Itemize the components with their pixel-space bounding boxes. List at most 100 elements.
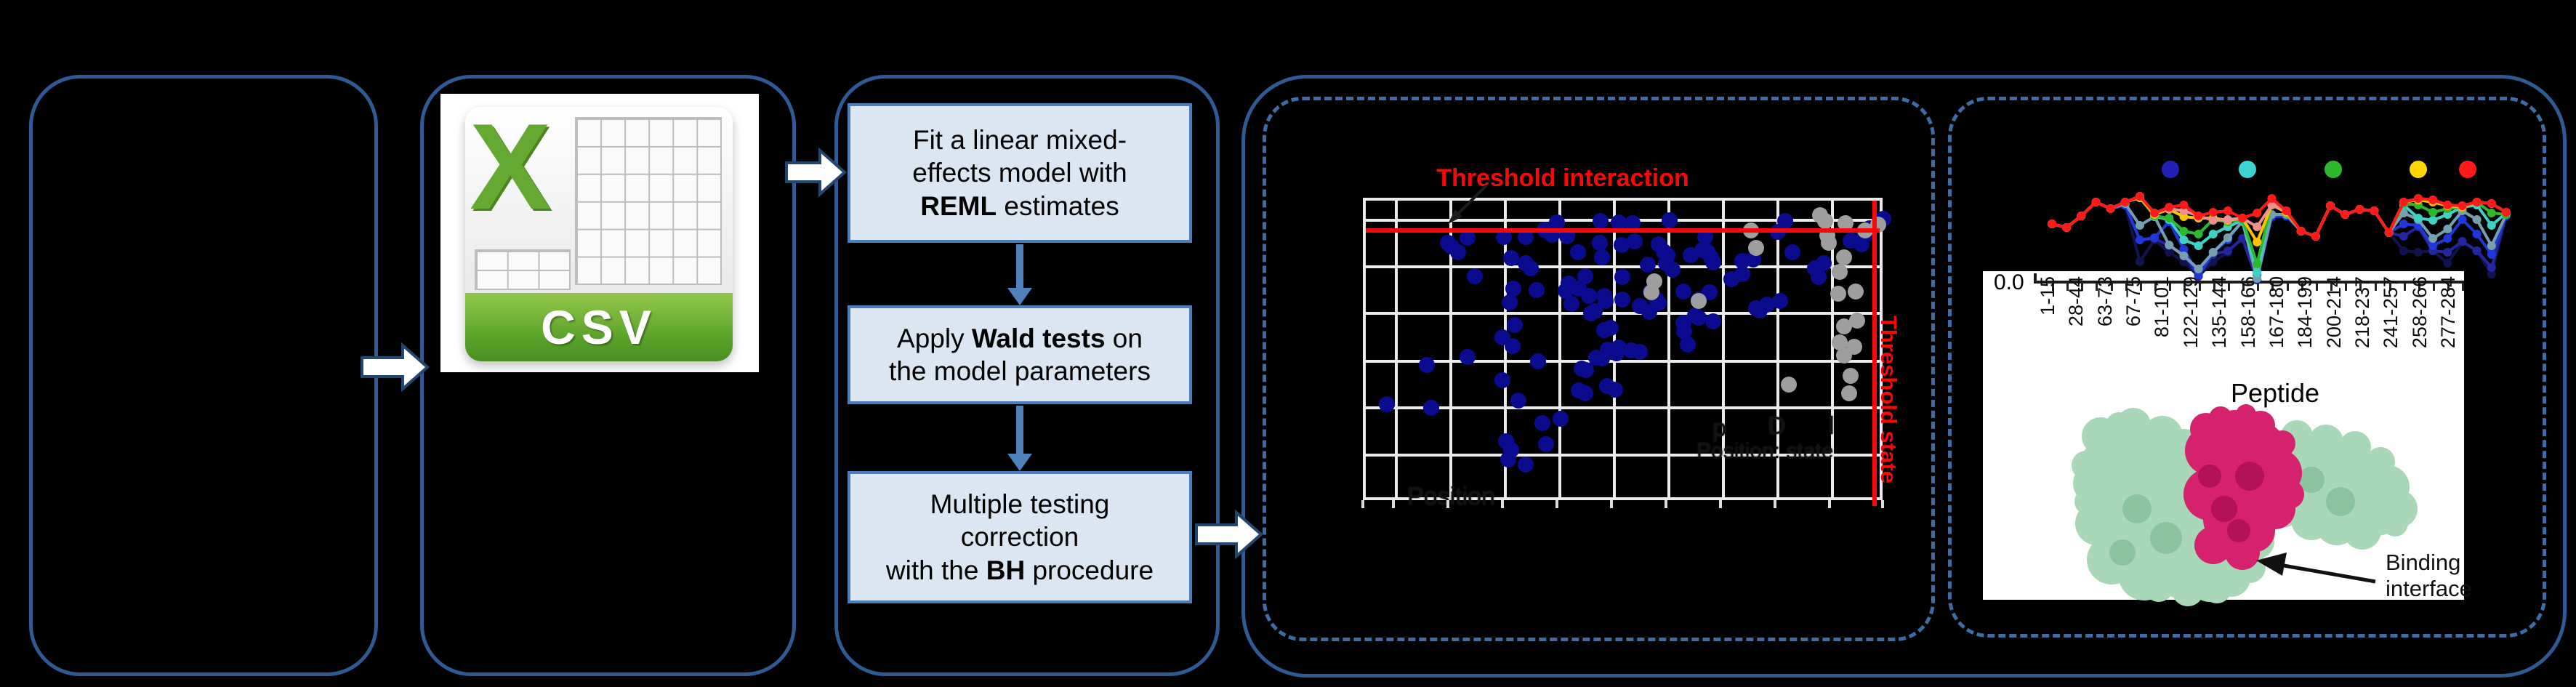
scatter-tick: [1446, 500, 1449, 508]
scatter-dot-gray: [1781, 377, 1797, 393]
peptide-axis-tick: [2433, 283, 2436, 291]
peptide-axis-tick: [2169, 283, 2172, 291]
peptide-tick-label: 258-266: [2408, 276, 2431, 349]
scatter-dot-blue: [1759, 297, 1775, 313]
flow-step-text: correction: [960, 522, 1079, 553]
scatter-dot-blue: [1518, 457, 1534, 473]
scatter-tick: [1828, 500, 1831, 508]
scatter-tick: [1774, 500, 1776, 508]
scatter-dot-blue: [1460, 230, 1476, 246]
scatter-dot-gray: [1643, 284, 1659, 300]
peptide-axis-tick: [2315, 283, 2318, 291]
scatter-dot-blue: [1598, 293, 1614, 309]
flow-step-wald: Apply Wald tests on the model parameters: [848, 305, 1192, 404]
peptide-axis-tick: [2096, 283, 2098, 291]
panel-peptide-results: [1948, 97, 2546, 638]
peptide-tick-label: 241-257: [2380, 276, 2402, 349]
peptide-axis-corner: [2034, 273, 2037, 282]
scatter-dot-gray: [1832, 264, 1848, 280]
peptide-axis-tick: [2447, 283, 2450, 291]
scatter-tick: [1881, 500, 1884, 508]
peptide-axis-tick: [2081, 283, 2084, 291]
scatter-dot-blue: [1578, 362, 1594, 378]
peptide-axis-tick: [2110, 283, 2113, 291]
flow-step-text: with the: [885, 555, 986, 585]
scatter-dot-gray: [1836, 249, 1852, 265]
peptide-axis-tick: [2183, 283, 2186, 291]
peptide-axis-tick: [2374, 283, 2377, 291]
peptide-tick-label: 1-15: [2037, 276, 2058, 316]
scatter-tick: [1610, 500, 1613, 508]
scatter-tick: [1501, 500, 1504, 508]
scatter-dot-gray: [1841, 385, 1857, 401]
scatter-gridline-v: [1667, 201, 1670, 497]
ghost-text: l: [1829, 412, 1835, 440]
peptide-axis-tick: [2286, 283, 2289, 291]
scatter-dot-blue: [1680, 337, 1696, 353]
scatter-tick: [1361, 500, 1364, 508]
peptide-axis-title: Peptide: [2230, 378, 2320, 408]
threshold-state-label: Threshold state: [1876, 316, 1901, 483]
peptide-axis-tick: [2125, 283, 2128, 291]
peptide-axis-tick: [2462, 283, 2465, 291]
peptide-tick-label: 67-75: [2122, 276, 2145, 327]
scatter-dot-blue: [1507, 317, 1523, 333]
peptide-axis-tick: [2271, 283, 2274, 291]
flow-step-text: the model parameters: [889, 356, 1151, 386]
scatter-dot-blue: [1627, 233, 1643, 249]
peptide-tick-label: 167-180: [2265, 276, 2287, 349]
peptide-axis-tick: [2198, 283, 2201, 291]
scatter-dot-blue: [1503, 250, 1519, 266]
peptide-tick-label: 158-166: [2237, 276, 2259, 349]
scatter-gridline-v: [1449, 201, 1452, 497]
scatter-dot-blue: [1676, 324, 1692, 340]
ghost-text: p: [1712, 414, 1726, 442]
scatter-dot-blue: [1816, 255, 1832, 271]
scatter-dot-blue: [1659, 247, 1675, 263]
flow-step-text: estimates: [997, 190, 1119, 221]
scatter-dot-blue: [1467, 268, 1483, 284]
flow-step-bh: Multiple testing correction with the BH pr…: [848, 471, 1192, 603]
peptide-tick-label: 63-73: [2093, 276, 2116, 327]
scatter-dot-blue: [1777, 213, 1793, 229]
binding-interface-label: interface: [2386, 576, 2472, 601]
scatter-dot-blue: [1505, 281, 1521, 297]
ghost-text: D: [1768, 412, 1786, 440]
scatter-gridline-v: [1722, 201, 1725, 497]
scatter-dot-blue: [1530, 353, 1546, 369]
scatter-dot-blue: [1581, 288, 1597, 304]
flow-step-text: Wald tests: [971, 323, 1106, 353]
peptide-axis-tick: [2345, 283, 2348, 291]
scatter-dot-blue: [1611, 214, 1627, 230]
scatter-dot-blue: [1614, 292, 1630, 308]
scatter-dot-blue: [1510, 393, 1526, 409]
flow-step-text: Apply: [897, 323, 972, 353]
scatter-dot-blue: [1697, 229, 1713, 245]
scatter-dot-blue: [1529, 282, 1545, 298]
scatter-gridline-h: [1366, 406, 1880, 409]
scatter-gridline-h: [1366, 312, 1880, 315]
scatter-dot-blue: [1662, 212, 1678, 228]
scatter-gridline-v: [1776, 201, 1779, 497]
peptide-axis-tick: [2301, 283, 2303, 291]
scatter-dot-gray: [1821, 235, 1837, 251]
peptide-axis-tick: [2257, 283, 2260, 291]
scatter-dot-gray: [1748, 240, 1764, 256]
peptide-axis-tick: [2213, 283, 2215, 291]
scatter-gridline-v: [1395, 201, 1398, 497]
threshold-interaction-label: Threshold interaction: [1436, 164, 1689, 192]
scatter-dot-blue: [1423, 400, 1439, 416]
binding-interface-label: Binding: [2386, 550, 2461, 575]
scatter-dot-blue: [1734, 266, 1750, 282]
scatter-dot-blue: [1534, 415, 1550, 431]
scatter-dot-blue: [1577, 385, 1593, 401]
scatter-dot-gray: [1849, 313, 1865, 329]
spreadsheet-grid-icon: [474, 249, 571, 290]
scatter-dot-gray: [1817, 213, 1833, 229]
scatter-dot-blue: [1665, 262, 1681, 278]
scatter-tick: [1555, 500, 1558, 508]
peptide-axis-tick: [2139, 283, 2142, 291]
panel-statistics-workflow: [834, 75, 1220, 676]
csv-file-icon: X CSV: [465, 98, 733, 361]
scatter-dot-blue: [1675, 284, 1691, 300]
